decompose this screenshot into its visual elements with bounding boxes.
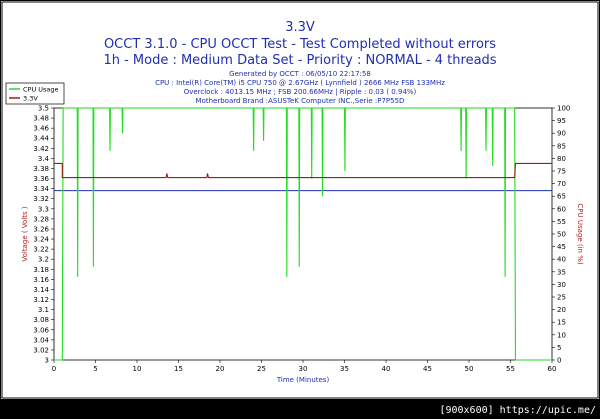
y-tick-label: 3.22 — [33, 246, 49, 254]
chart-inner-border — [1, 1, 599, 399]
x-tick-label: 35 — [340, 365, 349, 373]
y2-tick-label: 80 — [557, 155, 566, 163]
x-tick-label: 15 — [174, 365, 183, 373]
y-tick-label: 3.36 — [33, 175, 49, 183]
y-tick-label: 3.38 — [33, 165, 49, 173]
y2-axis-label: CPU Usage (in %) — [576, 203, 584, 264]
y2-tick-label: 65 — [557, 193, 566, 201]
y2-tick-label: 95 — [557, 117, 566, 125]
watermark-text: [900x600] https://upic.me/ — [439, 405, 596, 416]
y-tick-label: 3.2 — [38, 256, 49, 264]
y2-tick-label: 5 — [557, 344, 561, 352]
info-generated: Generated by OCCT : 06/05/10 22:17:58 — [229, 70, 371, 78]
y-axis-label: Voltage ( Volts ) — [21, 206, 29, 262]
y-tick-label: 3.3 — [38, 205, 49, 213]
chart-subtitle-test: OCCT 3.1.0 - CPU OCCT Test - Test Comple… — [104, 37, 496, 52]
series-line-voltage — [54, 162, 552, 179]
y-tick-label: 3.02 — [33, 346, 49, 354]
y-tick-label: 3.24 — [33, 236, 49, 244]
y-tick-label: 3.26 — [33, 225, 49, 233]
y-axis-ticks: 3 3.02 3.04 3.06 3.08 3.1 3.12 3.14 3.16 3.18 3.2 3… — [33, 105, 54, 365]
y2-tick-label: 0 — [557, 357, 561, 365]
chart-legend: CPU Usage 3.3V — [5, 82, 65, 105]
y-tick-label: 3.44 — [33, 135, 49, 143]
y2-tick-label: 100 — [557, 105, 570, 113]
info-overclock: Overclock : 4013.15 MHz ; FSB 200.66MHz … — [184, 88, 417, 96]
info-motherboard: Motherboard Brand :ASUSTeK Computer INC.… — [196, 97, 405, 105]
y-tick-label: 3.04 — [33, 336, 49, 344]
y-tick-label: 3.46 — [33, 125, 49, 133]
y2-tick-label: 25 — [557, 294, 566, 302]
legend-label-voltage: 3.3V — [23, 95, 38, 103]
y2-tick-label: 20 — [557, 306, 566, 314]
y-tick-label: 3.08 — [33, 316, 49, 324]
x-tick-label: 20 — [216, 365, 225, 373]
x-tick-label: 0 — [52, 365, 56, 373]
y-tick-label: 3.4 — [38, 155, 50, 163]
y2-tick-label: 10 — [557, 331, 566, 339]
y2-tick-label: 15 — [557, 319, 566, 327]
y2-tick-label: 85 — [557, 142, 566, 150]
y-tick-label: 3.34 — [33, 185, 49, 193]
y-tick-label: 3.48 — [33, 115, 49, 123]
y-tick-label: 3.14 — [33, 286, 49, 294]
y2-tick-label: 70 — [557, 180, 566, 188]
y2-axis-ticks: 0 5 10 15 20 25 30 35 40 45 50 55 60 65 70 75 80 85 90 95 10… — [552, 105, 570, 365]
legend-box — [5, 82, 65, 105]
y-tick-label: 3.06 — [33, 326, 49, 334]
x-tick-label: 45 — [423, 365, 432, 373]
x-tick-label: 55 — [506, 365, 515, 373]
x-tick-label: 50 — [465, 365, 474, 373]
info-cpu: CPU : Intel(R) Core(TM) i5 CPU 750 @ 2.6… — [155, 79, 445, 87]
x-tick-label: 10 — [133, 365, 142, 373]
x-tick-label: 60 — [548, 365, 557, 373]
x-tick-label: 30 — [299, 365, 308, 373]
x-tick-label: 40 — [382, 365, 391, 373]
y2-tick-label: 60 — [557, 205, 566, 213]
y-tick-label: 3.32 — [33, 195, 49, 203]
y-tick-label: 3.12 — [33, 296, 49, 304]
series-line-cpu-usage — [54, 107, 552, 361]
y2-tick-label: 45 — [557, 243, 566, 251]
y-tick-label: 3.42 — [33, 145, 49, 153]
y-tick-label: 3.16 — [33, 276, 49, 284]
y-tick-label: 3.18 — [33, 266, 49, 274]
y2-tick-label: 50 — [557, 231, 566, 239]
y-tick-label: 3.5 — [38, 105, 49, 113]
x-axis-ticks: 0 5 10 15 20 25 30 35 40 45 50 55 60 — [52, 360, 557, 373]
y2-tick-label: 35 — [557, 268, 566, 276]
y2-tick-label: 90 — [557, 130, 566, 138]
chart-title: 3.3V — [285, 20, 315, 35]
legend-label-cpu-usage: CPU Usage — [23, 86, 59, 94]
y-tick-label: 3.1 — [38, 306, 49, 314]
y2-tick-label: 55 — [557, 218, 566, 226]
y-tick-label: 3 — [45, 357, 49, 365]
y2-tick-label: 30 — [557, 281, 566, 289]
watermark-band — [0, 400, 600, 419]
chart-subtitle-mode: 1h - Mode : Medium Data Set - Priority :… — [103, 53, 496, 68]
y-tick-label: 3.28 — [33, 215, 49, 223]
y2-tick-label: 40 — [557, 256, 566, 264]
y2-tick-label: 75 — [557, 168, 566, 176]
series-group — [54, 107, 552, 361]
x-axis-label: Time (Minutes) — [276, 376, 330, 384]
x-tick-label: 5 — [93, 365, 97, 373]
plot-area — [53, 107, 553, 361]
x-tick-label: 25 — [257, 365, 266, 373]
